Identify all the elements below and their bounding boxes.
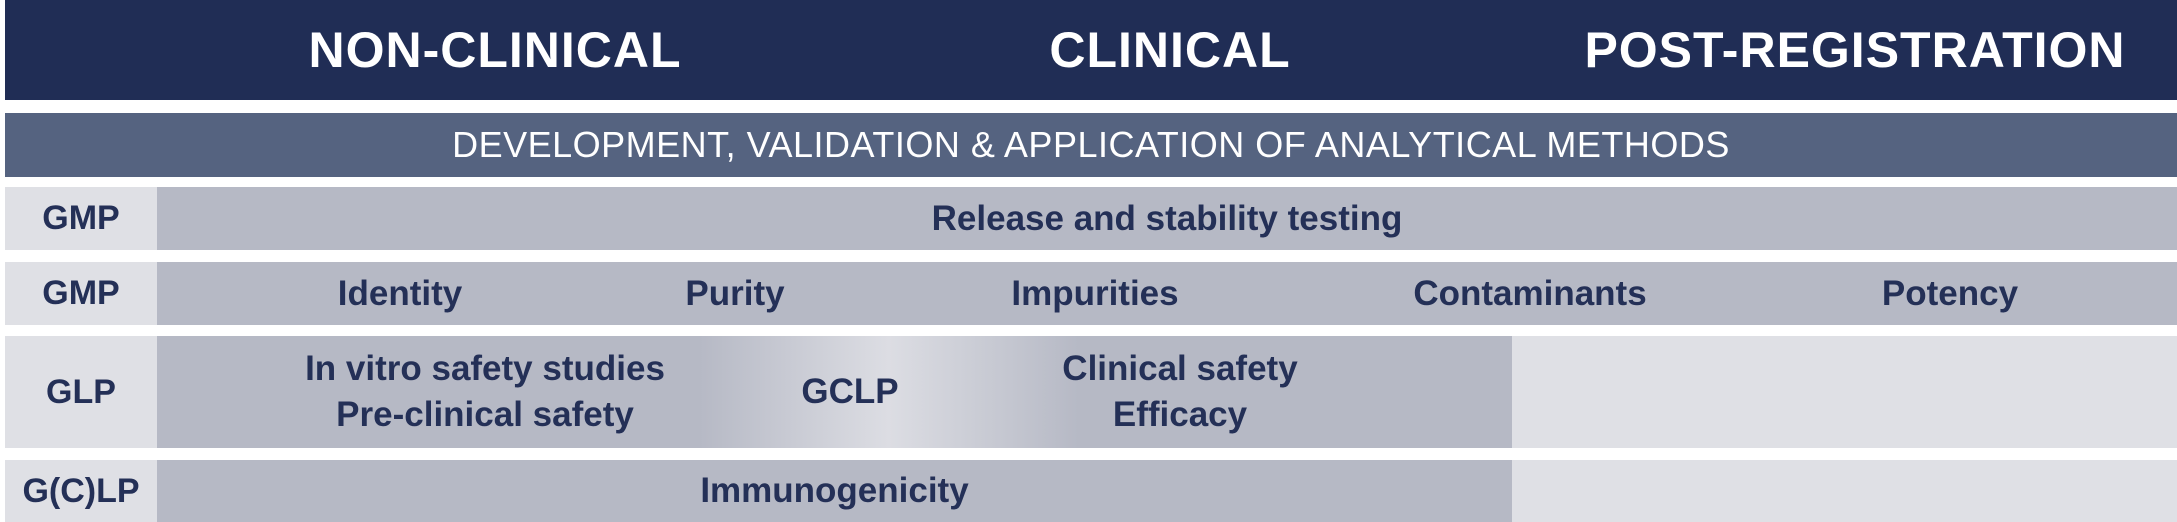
row-tag-glp: GLP [5, 336, 157, 448]
phase-header [5, 0, 2177, 100]
efficacy-label: Efficacy [1112, 395, 1248, 434]
release-stability-label: Release and stability testing [931, 198, 1403, 238]
clinical-safety-cell: Clinical safety Efficacy [1010, 336, 1350, 448]
release-stability-bar: Release and stability testing [157, 187, 2177, 250]
clinical-safety-label: Clinical safety [1062, 349, 1298, 388]
safety-studies-bar [157, 336, 1512, 448]
attribute-potency: Potency [1881, 273, 2019, 313]
immunogenicity-bar: Immunogenicity [157, 460, 1512, 522]
quality-attributes-bar [157, 262, 2177, 325]
attribute-impurities: Impurities [1011, 273, 1179, 313]
methods-banner: DEVELOPMENT, VALIDATION & APPLICATION OF… [5, 113, 2177, 177]
row3-empty-cell [1512, 336, 2177, 448]
attribute-identity: Identity [337, 273, 463, 313]
phase-clinical: CLINICAL [1049, 22, 1291, 78]
pre-clinical-safety-label: Pre-clinical safety [336, 395, 634, 434]
row-tag-gmp-1: GMP [5, 187, 157, 250]
row-tag-gmp-2: GMP [5, 262, 157, 325]
immunogenicity-label: Immunogenicity [700, 471, 969, 510]
in-vitro-safety-label: In vitro safety studies [305, 349, 665, 388]
gclp-label: GCLP [801, 372, 899, 411]
row-tag-gclp: G(C)LP [5, 460, 157, 522]
attribute-purity: Purity [685, 273, 785, 313]
row4-empty-cell [1512, 460, 2177, 522]
attribute-contaminants: Contaminants [1413, 273, 1647, 313]
phase-post-registration: POST-REGISTRATION [1584, 22, 2126, 78]
non-clinical-safety-cell: In vitro safety studies Pre-clinical saf… [250, 336, 720, 448]
phase-non-clinical: NON-CLINICAL [308, 22, 682, 78]
